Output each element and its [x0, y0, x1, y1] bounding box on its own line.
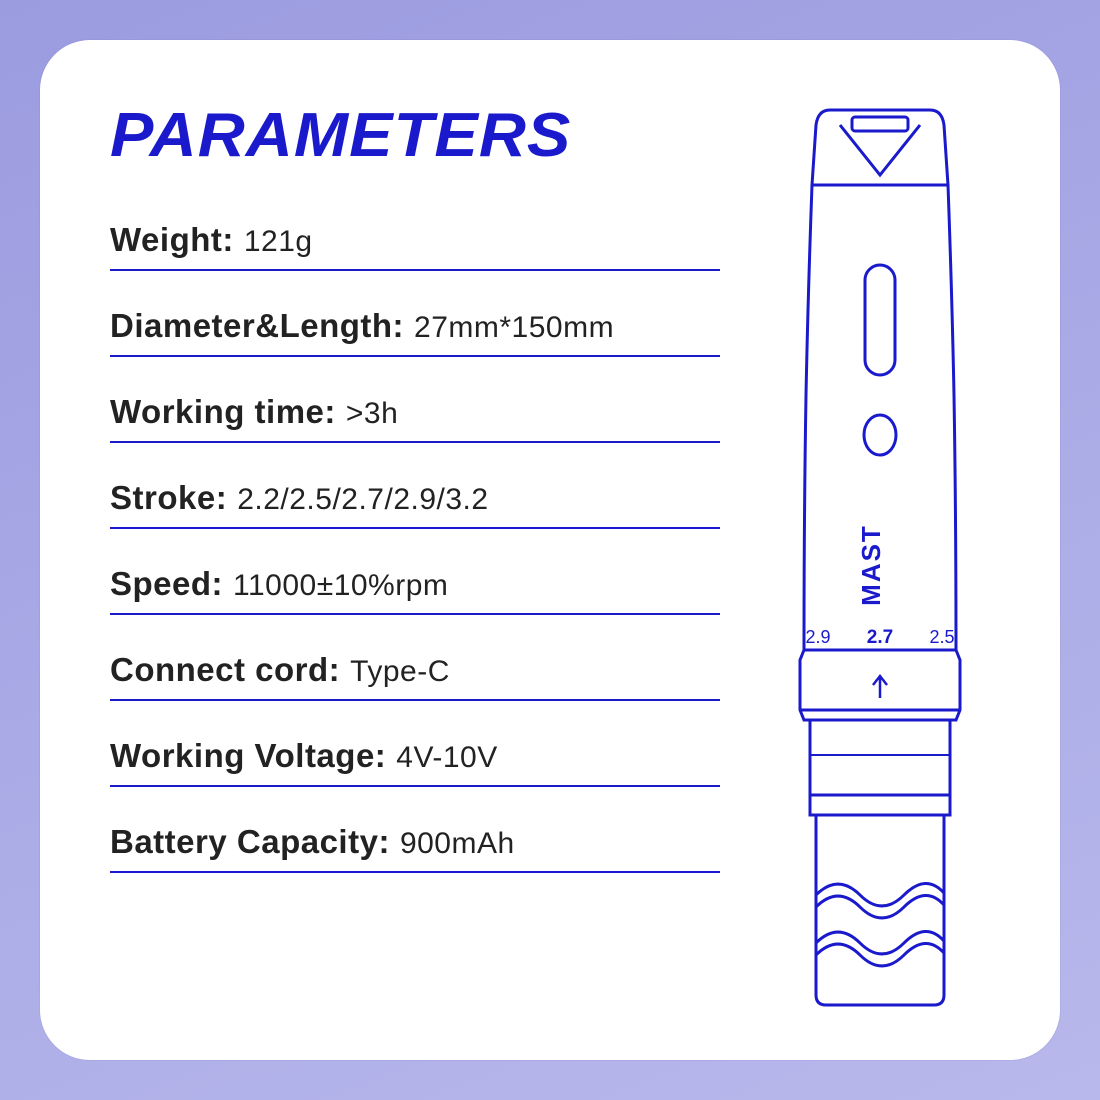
param-label: Stroke:: [110, 479, 227, 517]
param-value: 4V-10V: [396, 741, 497, 775]
param-value: 11000±10%rpm: [233, 569, 448, 603]
param-value: 27mm*150mm: [414, 311, 614, 345]
param-label: Speed:: [110, 565, 223, 603]
brand-text: MAST: [856, 524, 886, 606]
scale-right: 2.5: [929, 627, 954, 647]
param-row: Working time: >3h: [110, 393, 720, 443]
param-row: Connect cord: Type-C: [110, 651, 720, 701]
param-label: Working Voltage:: [110, 737, 386, 775]
param-label: Connect cord:: [110, 651, 340, 689]
param-label: Weight:: [110, 221, 234, 259]
param-value: 121g: [244, 225, 313, 259]
param-row: Diameter&Length: 27mm*150mm: [110, 307, 720, 357]
scale-center: 2.7: [867, 627, 893, 648]
param-value: Type-C: [350, 655, 450, 689]
param-value: 900mAh: [400, 827, 515, 861]
param-list: Weight: 121g Diameter&Length: 27mm*150mm…: [110, 221, 720, 873]
scale-left: 2.9: [805, 627, 830, 647]
param-label: Diameter&Length:: [110, 307, 404, 345]
param-row: Speed: 11000±10%rpm: [110, 565, 720, 615]
param-value: 2.2/2.5/2.7/2.9/3.2: [237, 483, 488, 517]
param-row: Battery Capacity: 900mAh: [110, 823, 720, 873]
right-column: MAST 2.9 2.7 2.5: [760, 100, 1000, 1010]
pen-diagram-icon: MAST 2.9 2.7 2.5: [770, 95, 990, 1015]
page-title: PARAMETERS: [110, 100, 751, 171]
spec-card: PARAMETERS Weight: 121g Diameter&Length:…: [40, 40, 1060, 1060]
param-row: Stroke: 2.2/2.5/2.7/2.9/3.2: [110, 479, 720, 529]
param-label: Working time:: [110, 393, 336, 431]
param-label: Battery Capacity:: [110, 823, 390, 861]
param-row: Working Voltage: 4V-10V: [110, 737, 720, 787]
param-value: >3h: [346, 397, 398, 431]
left-column: PARAMETERS Weight: 121g Diameter&Length:…: [110, 100, 720, 1010]
param-row: Weight: 121g: [110, 221, 720, 271]
